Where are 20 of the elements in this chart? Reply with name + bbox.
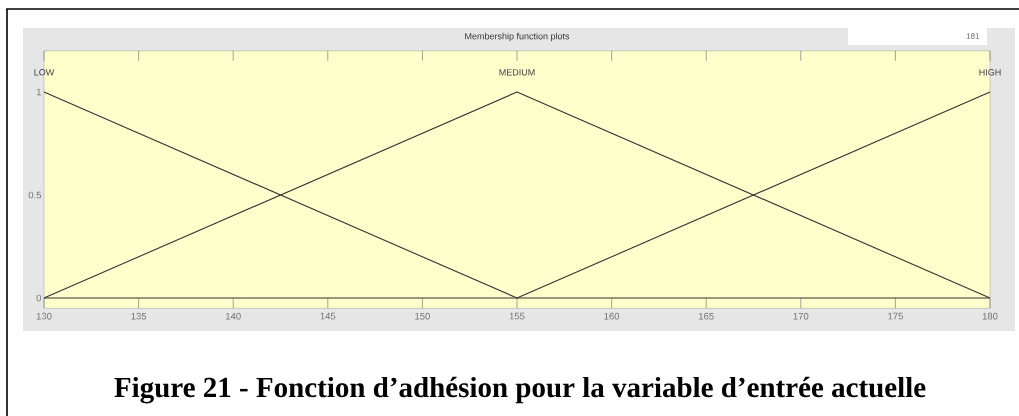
- x-tick-label: 155: [509, 312, 525, 320]
- x-tick-label: 170: [793, 312, 809, 320]
- text: 181: [966, 33, 980, 39]
- x-tick-label: 175: [888, 312, 903, 320]
- x-tick-label: 130: [36, 312, 52, 320]
- x-tick-label: 160: [604, 312, 620, 320]
- y-tick-label: 0.5: [28, 191, 42, 199]
- x-tick-label: 180: [982, 312, 998, 320]
- chart-title: Membership function plots: [465, 32, 570, 42]
- x-tick-label: 165: [699, 312, 714, 320]
- text: HIGH: [979, 69, 1001, 76]
- x-tick-label: 150: [415, 312, 430, 320]
- text: LOW: [34, 69, 55, 76]
- text: MEDIUM: [499, 69, 535, 76]
- y-tick-label: 1: [36, 88, 42, 96]
- y-tick-label: 0: [36, 294, 42, 302]
- caption: Figure 21 - Fonction d’adhésion pour la variable d’entrée actuelle: [114, 376, 926, 404]
- x-tick-label: 135: [131, 312, 147, 320]
- x-tick-label: 145: [320, 312, 336, 320]
- x-tick-label: 140: [226, 312, 241, 320]
